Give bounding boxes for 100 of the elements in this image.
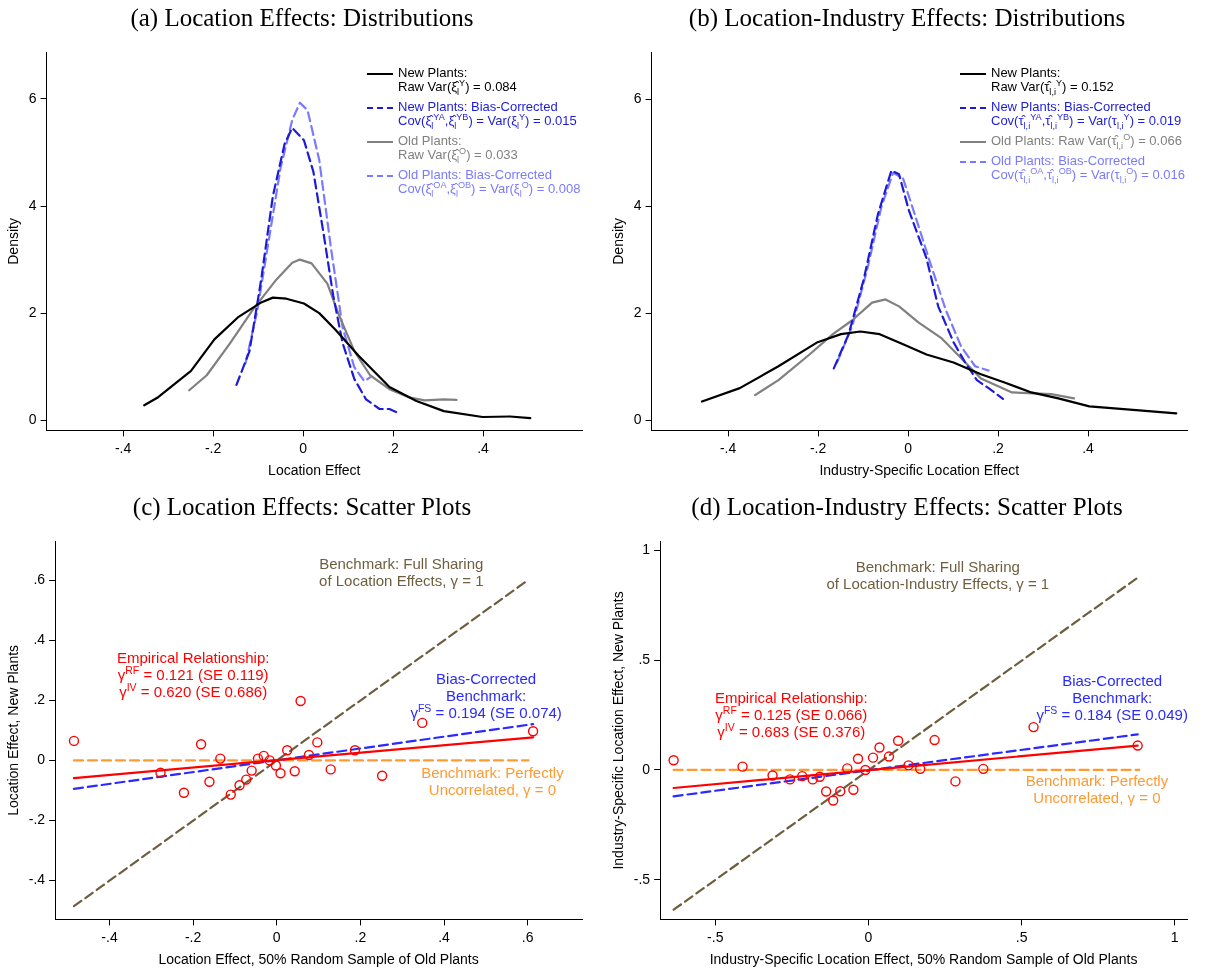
point xyxy=(978,763,989,775)
x-tick-label: .2 xyxy=(387,439,400,456)
point xyxy=(860,764,871,776)
y-tick-label: 2 xyxy=(28,304,37,320)
x-tick-label: .5 xyxy=(1015,928,1028,945)
text: Bias-Corrected Benchmark: γ$^{FS}$ = 0.184 (SE 0.049) xyxy=(1036,671,1188,723)
point xyxy=(903,760,914,771)
point xyxy=(417,717,428,729)
point xyxy=(303,749,315,761)
series-label: Benchmark: Perfectly Uncorrelated, γ = 0 xyxy=(421,764,564,799)
point xyxy=(252,753,264,764)
x-axis-title: Industry-Specific Location Effect xyxy=(819,462,1020,479)
y-axis-title: Industry-Specific Location Effect, New Plants xyxy=(610,591,627,870)
point xyxy=(275,768,286,779)
series-label: Benchmark: Full Sharing of Location Effects, γ = 1 xyxy=(319,554,484,589)
point xyxy=(215,753,226,764)
point xyxy=(234,780,245,791)
point xyxy=(246,765,257,776)
x-tick-label: -.4 xyxy=(114,439,132,456)
y-tick-label: 0 xyxy=(37,751,46,768)
point xyxy=(325,764,336,775)
point xyxy=(874,742,885,753)
point xyxy=(892,735,904,746)
line-series xyxy=(835,171,990,372)
y-tick-label: -.2 xyxy=(28,811,46,828)
point xyxy=(848,784,859,795)
x-tick-label: .2 xyxy=(354,928,367,945)
x-tick-label: -.5 xyxy=(707,928,724,945)
line-series xyxy=(235,126,400,415)
x-tick-label: -.4 xyxy=(101,928,118,945)
y-tick-label: .2 xyxy=(33,691,46,708)
point xyxy=(376,770,388,781)
x-tick-label: 0 xyxy=(272,928,281,945)
text: Old Plants: Bias-Corrected Cov(ξ̂$_{l}$$^{OA}$,ξ̂$_{l}$$^{OB}$) = Var(ξ$_{l}$$^{O}$) = 0.008 xyxy=(398,167,581,199)
point xyxy=(767,770,778,781)
y-axis-title: Density xyxy=(610,218,627,265)
y-tick-label: 0 xyxy=(633,411,642,428)
text: New Plants: Bias-Corrected Cov(ξ̂$_{l}$$^{YA}$,ξ̂$_{l}$$^{YB}$) = Var(ξ$_{l}$$^{Y}$) = 0.015 xyxy=(398,99,577,131)
legend-label: Old Plants: Raw Var(τ̂$_{l,i}$$^{O}$) = 0.066 xyxy=(991,132,1182,151)
point xyxy=(282,745,293,756)
y-axis-title: Density xyxy=(5,218,22,265)
text: Old Plants: Bias-Corrected Cov(τ̂$_{l,i}$$^{OA}$,τ̂$_{l,i}$$^{OB}$) = Var(τ$_{l,i}$$^{O}$) = 0.016 xyxy=(991,153,1185,185)
y-tick-label: .6 xyxy=(33,571,46,588)
x-tick-label: 0 xyxy=(299,439,308,456)
x-tick-label: -.2 xyxy=(184,928,202,945)
text: New Plants: Bias-Corrected Cov(τ̂$_{l,i}$$^{YA}$,τ̂$_{l,i}$$^{YB}$) = Var(τ$_{l,i}$$^{Y}$) = 0.019 xyxy=(991,99,1182,131)
point xyxy=(258,750,269,762)
point xyxy=(797,770,808,782)
y-tick-label: -.4 xyxy=(28,871,46,888)
x-tick-label: -.2 xyxy=(204,439,222,456)
legend-label: New Plants: Raw Var(ξ̂$_{l}$$^{Y}$) = 0.084 xyxy=(398,65,517,97)
point xyxy=(264,755,275,766)
point xyxy=(312,737,323,748)
chart-title: (a) Location Effects: Distributions xyxy=(129,3,475,34)
point xyxy=(204,776,215,787)
point xyxy=(867,752,879,763)
x-tick-label: .6 xyxy=(521,928,534,945)
text: Empirical Relationship: γ$^{RF}$ = 0.121 (SE 0.119) γ$^{IV}$ = 0.620 (SE 0.686) xyxy=(116,649,270,701)
line-series xyxy=(244,101,372,383)
point xyxy=(883,751,895,762)
chart-title: (c) Location Effects: Scatter Plots xyxy=(131,492,473,523)
point xyxy=(289,766,300,777)
y-tick-label: 1 xyxy=(642,541,651,558)
x-tick-label: .2 xyxy=(992,439,1005,456)
y-tick-label: 6 xyxy=(633,90,642,107)
point xyxy=(241,774,252,785)
y-tick-label: 6 xyxy=(28,89,37,106)
x-axis-title: Location Effect, 50% Random Sample of Old Plants xyxy=(158,951,479,968)
x-tick-label: 0 xyxy=(904,439,913,456)
point xyxy=(737,761,748,772)
legend-label: New Plants: Raw Var(τ̂$_{l,i}$$^{Y}$) = 0.152 xyxy=(991,65,1114,97)
text: Empirical Relationship: γ$^{RF}$ = 0.125 (SE 0.066) γ$^{IV}$ = 0.683 (SE 0.376) xyxy=(715,688,868,740)
point xyxy=(68,735,80,747)
point xyxy=(820,786,832,797)
y-tick-label: 0 xyxy=(642,760,651,777)
point xyxy=(835,786,846,797)
x-tick-label: -.2 xyxy=(809,439,827,456)
chart-title: (b) Location-Industry Effects: Distributions xyxy=(687,3,1127,33)
x-tick-label: .4 xyxy=(438,928,451,945)
x-tick-label: 1 xyxy=(1170,928,1179,945)
point xyxy=(1132,740,1143,751)
point xyxy=(842,763,853,774)
point xyxy=(270,760,282,771)
chart-title: (d) Location-Industry Effects: Scatter Plots xyxy=(690,492,1124,523)
point xyxy=(852,753,864,764)
point xyxy=(668,755,679,766)
y-tick-label: 2 xyxy=(633,304,642,321)
y-tick-label: .4 xyxy=(33,631,46,648)
point xyxy=(349,745,361,756)
point xyxy=(807,774,818,785)
point xyxy=(178,787,190,798)
point xyxy=(295,695,306,707)
point xyxy=(828,795,839,806)
point xyxy=(915,763,926,775)
x-tick-label: .4 xyxy=(1082,439,1095,456)
point xyxy=(195,739,207,750)
x-tick-label: 0 xyxy=(864,928,873,945)
point xyxy=(784,774,796,785)
x-tick-label: -.4 xyxy=(719,439,737,456)
point xyxy=(155,767,166,778)
